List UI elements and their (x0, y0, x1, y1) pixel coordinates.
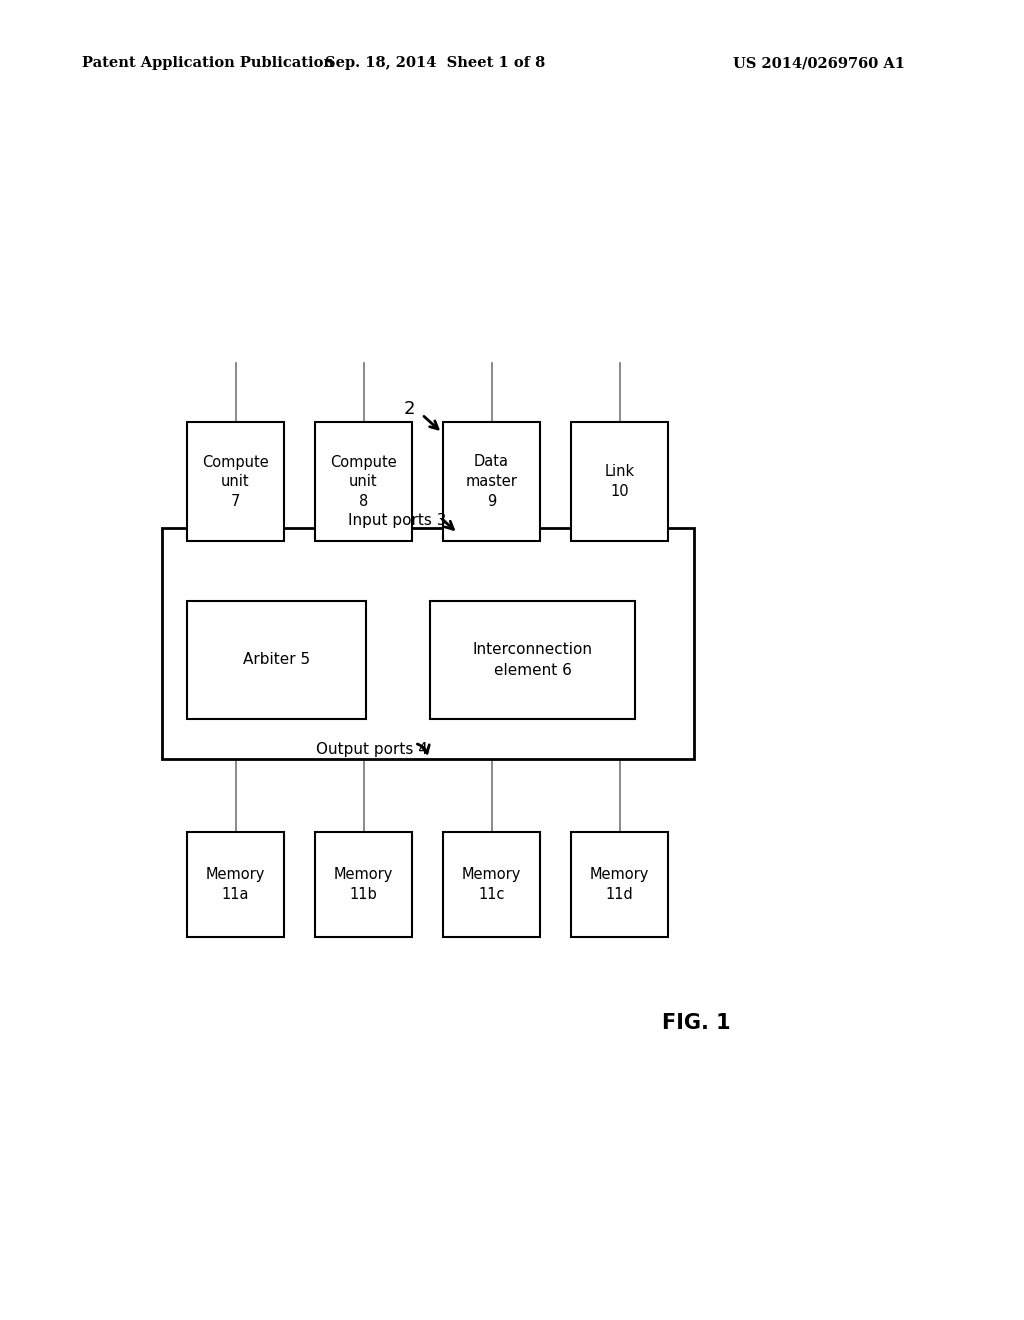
Bar (315, 422, 412, 541)
Text: Patent Application Publication: Patent Application Publication (82, 57, 334, 70)
Text: Memory
11b: Memory 11b (334, 867, 393, 902)
Bar (442, 832, 541, 937)
Text: Input ports 3: Input ports 3 (348, 512, 446, 528)
Text: 2: 2 (403, 400, 416, 418)
Bar (442, 422, 541, 541)
Text: Output ports 4: Output ports 4 (315, 742, 428, 758)
Text: Compute
unit
7: Compute unit 7 (202, 454, 269, 510)
Text: Arbiter 5: Arbiter 5 (243, 652, 310, 668)
Text: Memory
11d: Memory 11d (590, 867, 649, 902)
Bar (571, 422, 668, 541)
Bar (162, 528, 694, 759)
Text: Memory
11a: Memory 11a (206, 867, 265, 902)
Text: Sep. 18, 2014  Sheet 1 of 8: Sep. 18, 2014 Sheet 1 of 8 (325, 57, 546, 70)
Bar (186, 832, 284, 937)
Text: Memory
11c: Memory 11c (462, 867, 521, 902)
Bar (187, 601, 367, 719)
Text: US 2014/0269760 A1: US 2014/0269760 A1 (733, 57, 905, 70)
Text: Data
master
9: Data master 9 (466, 454, 517, 510)
Text: Compute
unit
8: Compute unit 8 (330, 454, 397, 510)
Bar (430, 601, 635, 719)
Text: Interconnection
element 6: Interconnection element 6 (472, 642, 593, 678)
Bar (186, 422, 284, 541)
Text: FIG. 1: FIG. 1 (662, 1012, 731, 1034)
Bar (315, 832, 412, 937)
Bar (571, 832, 668, 937)
Text: Link
10: Link 10 (604, 465, 635, 499)
